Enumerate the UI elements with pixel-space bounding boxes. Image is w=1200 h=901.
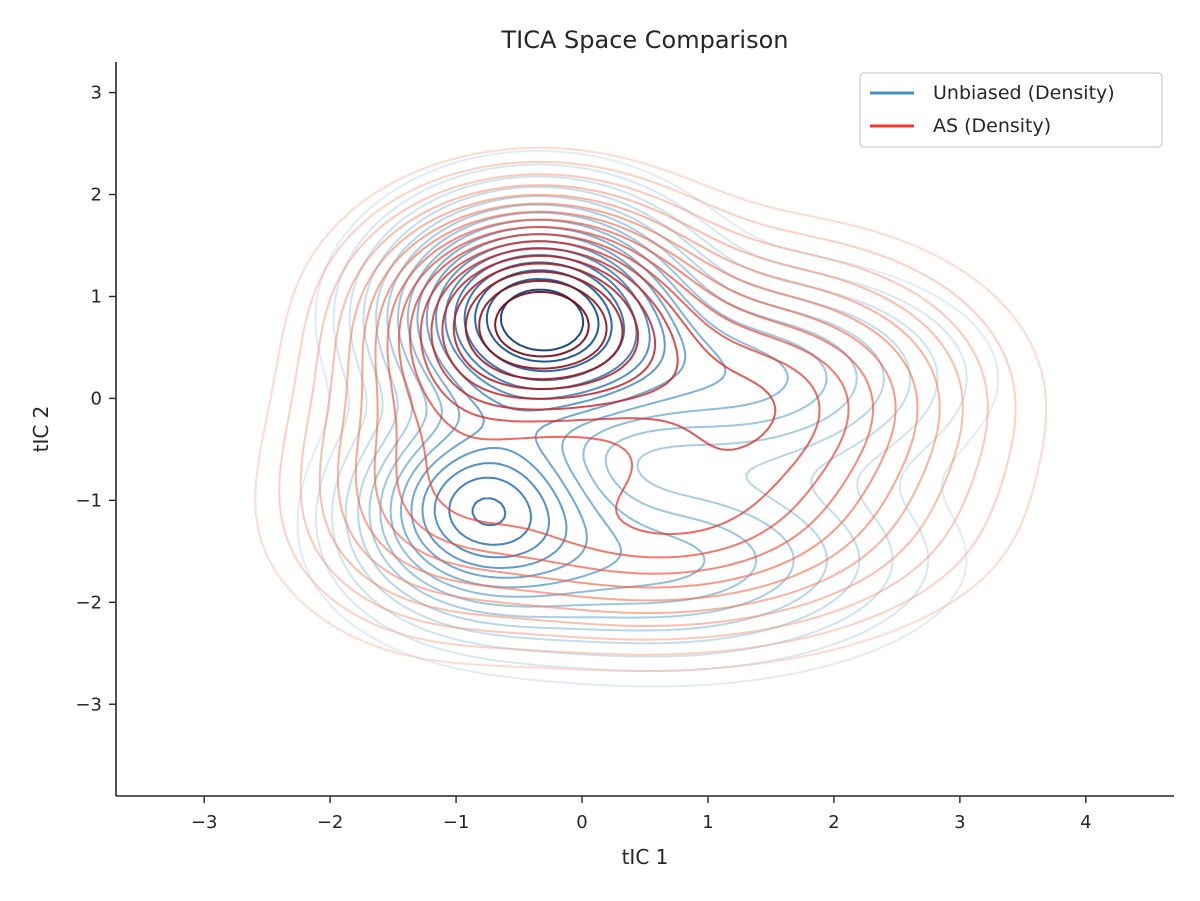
- y-tick-label: −1: [75, 490, 102, 511]
- chart-title: TICA Space Comparison: [500, 26, 788, 54]
- legend: Unbiased (Density) AS (Density): [859, 72, 1163, 148]
- y-ticks: −3 −2 −1 0 1 2 3: [75, 83, 116, 715]
- contour-line: [421, 240, 666, 569]
- contour-line: [368, 203, 858, 619]
- x-tick-label: −2: [317, 812, 344, 833]
- contour-line: [318, 184, 964, 627]
- y-tick-label: −3: [75, 694, 102, 715]
- x-tick-label: 3: [954, 812, 965, 833]
- contour-line: [419, 240, 777, 451]
- contour-line: [278, 160, 1017, 656]
- contour-line: [336, 193, 941, 615]
- x-tick-label: 0: [576, 812, 587, 833]
- x-ticks: −3 −2 −1 0 1 2 3 4: [191, 796, 1092, 833]
- legend-label-as: AS (Density): [933, 115, 1051, 137]
- contour-line: [373, 210, 897, 589]
- contour-line: [299, 173, 989, 641]
- y-tick-label: 0: [91, 388, 102, 409]
- y-tick-label: 3: [91, 83, 102, 104]
- legend-box: [859, 72, 1163, 148]
- contour-line: [397, 225, 850, 559]
- contour-line: [478, 279, 608, 370]
- y-tick-label: 2: [91, 185, 102, 206]
- contour-line: [315, 163, 968, 672]
- x-tick-label: 1: [702, 812, 713, 833]
- x-tick-label: 4: [1080, 812, 1091, 833]
- contour-line: [494, 290, 590, 358]
- y-axis-label: tIC 2: [29, 406, 53, 453]
- contour-line: [464, 270, 624, 381]
- contour-line: [254, 146, 1048, 672]
- legend-label-unbiased: Unbiased (Density): [933, 82, 1115, 104]
- x-axis-label: tIC 1: [622, 845, 669, 869]
- contour-line: [296, 149, 1000, 688]
- x-tick-label: 2: [828, 812, 839, 833]
- y-tick-label: 1: [91, 286, 102, 307]
- y-tick-label: −2: [75, 592, 102, 613]
- contour-line: [441, 254, 657, 400]
- contour-line: [389, 219, 789, 598]
- contour-line: [409, 233, 821, 535]
- contour-series-1: [254, 146, 1048, 672]
- contour-line: [452, 262, 640, 390]
- contour-line: [386, 218, 874, 575]
- x-tick-label: −1: [443, 812, 470, 833]
- x-tick-label: −3: [191, 812, 218, 833]
- contour-line: [354, 202, 919, 602]
- contours-layer: [254, 146, 1048, 688]
- contour-line: [430, 247, 679, 411]
